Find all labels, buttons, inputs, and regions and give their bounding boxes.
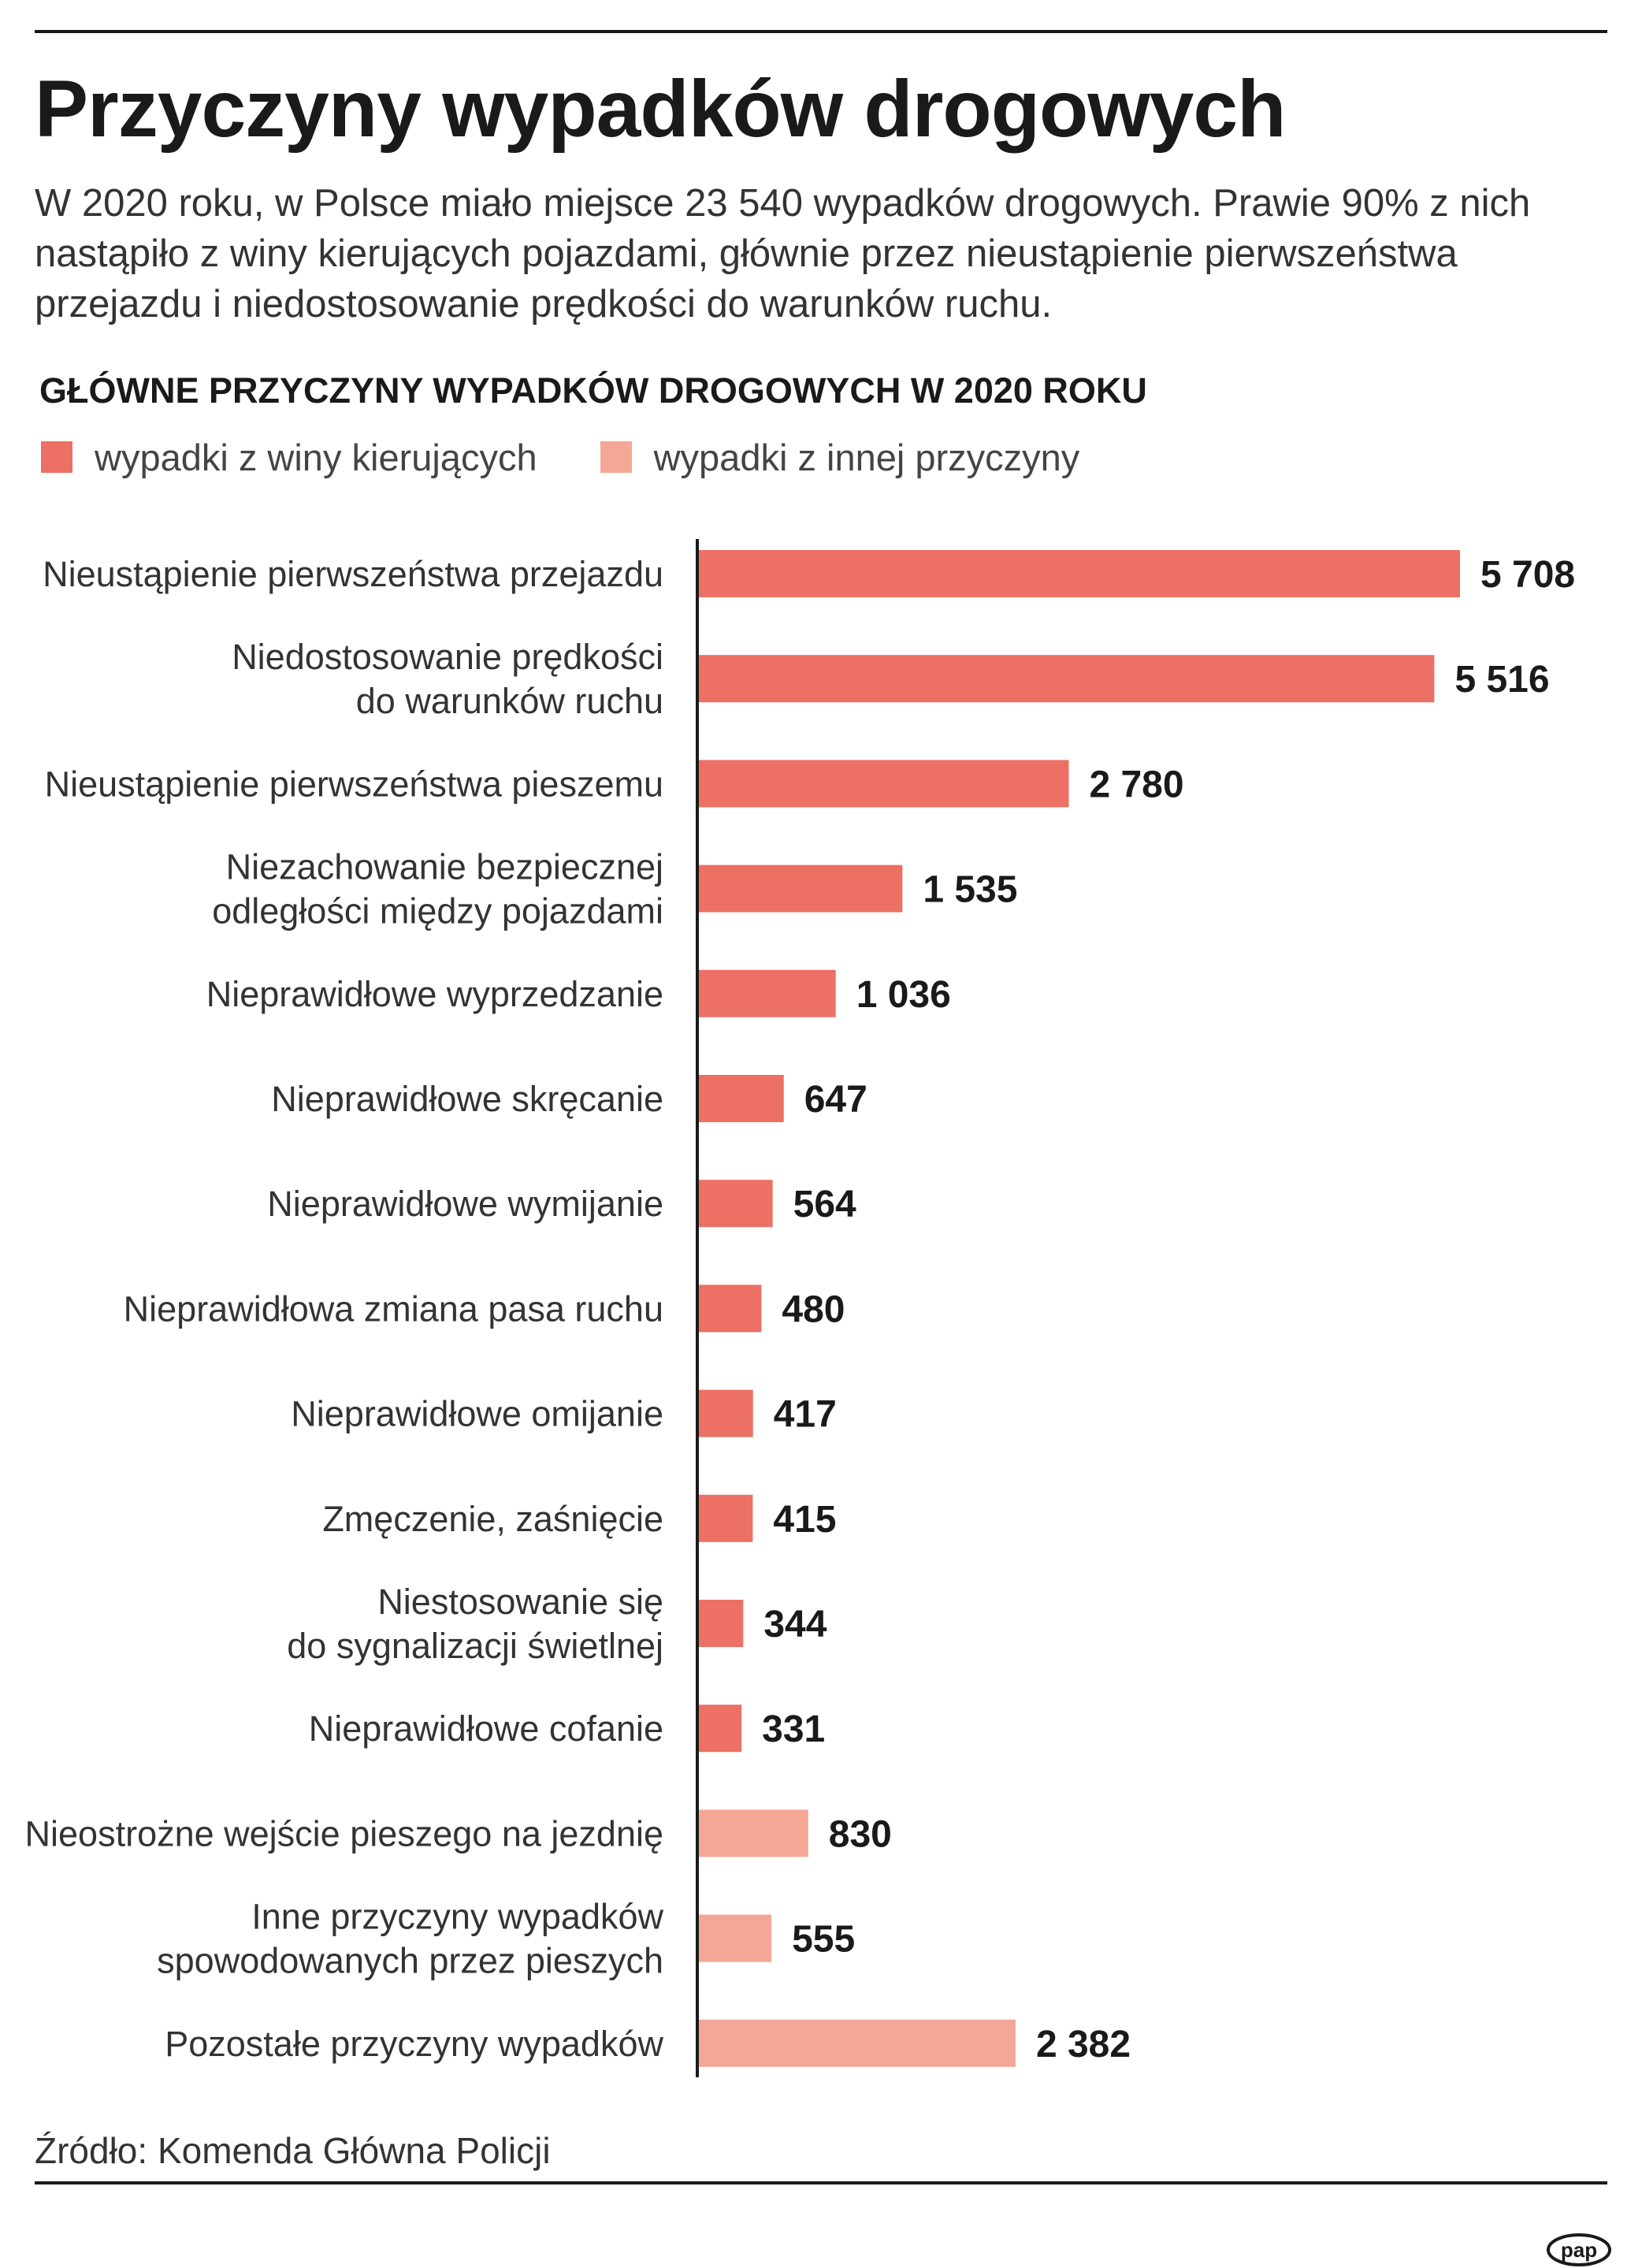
bar-value-label: 2 382 [1036,2024,1131,2065]
category-label: Niedostosowanie prędkości do warunków ruc… [232,637,663,721]
intro-text: W 2020 roku, w Polsce miało miejsce 23 5… [35,182,1531,325]
bar-value-label: 5 708 [1480,554,1575,596]
category-label: Inne przyczyny wypadków spowodowanych prz… [157,1897,663,1981]
page-title: Przyczyny wypadków drogowych [35,64,1286,154]
category-label-line: Niezachowanie bezpiecznej [226,847,663,887]
category-label-line: Nieprawidłowa zmiana pasa ruchu [124,1288,663,1329]
category-label-line: do warunków ruchu [356,681,663,721]
category-label-line: Nieprawidłowe skręcanie [271,1079,663,1119]
legend-swatch-other [600,441,632,473]
category-label: Nieprawidłowe omijanie [291,1394,663,1434]
category-label-line: Nieprawidłowe cofanie [309,1708,663,1749]
bar [697,969,836,1017]
bar [697,1914,772,1962]
category-label-line: Pozostałe przyczyny wypadków [165,2024,663,2064]
pap-logo: pap [1547,2233,1611,2266]
category-label: Nieprawidłowa zmiana pasa ruchu [124,1288,663,1329]
category-label: Niezachowanie bezpiecznej odległości międ… [212,847,663,931]
bar-value-label: 344 [763,1604,827,1645]
chart-title: GŁÓWNE PRZYCZYNY WYPADKÓW DROGOWYCH W 20… [39,370,1147,411]
bar-value-label: 415 [773,1499,836,1541]
bar [697,1600,744,1647]
category-label: Nieprawidłowe wymijanie [267,1184,663,1224]
bar [697,1494,753,1542]
category-label: Nieprawidłowe wyprzedzanie [206,974,663,1014]
category-label-line: Nieprawidłowe wyprzedzanie [206,974,663,1014]
category-label-line: Nieprawidłowe omijanie [291,1394,663,1434]
category-label: Nieostrożne wejście pieszego na jezdnię [25,1813,663,1853]
chart-legend: wypadki z winy kierujących wypadki z inn… [41,432,1142,482]
bar [697,1389,753,1437]
legend-swatch-drivers [41,441,72,473]
bottom-rule [35,2181,1607,2184]
category-label-line: Niedostosowanie prędkości [232,637,663,677]
legend-label-drivers: wypadki z winy kierujących [95,436,537,478]
top-rule [35,30,1607,33]
bar [697,1180,773,1228]
category-label: Zmęczenie, zaśnięcie [322,1499,663,1539]
category-label: Nieustąpienie pierwszeństwa pieszemu [45,764,663,804]
category-label-line: Zmęczenie, zaśnięcie [322,1499,663,1539]
category-label-line: Niestosowanie się [377,1582,663,1622]
bar-value-label: 830 [829,1813,892,1855]
bar [697,864,903,913]
bar-value-label: 5 516 [1454,659,1549,701]
bar [697,655,1435,703]
bar [697,1075,784,1122]
bar-value-label: 647 [804,1079,867,1121]
bar [697,760,1069,808]
bar-value-label: 1 036 [856,974,951,1016]
category-label-line: Nieustąpienie pierwszeństwa pieszemu [45,764,663,804]
logo-text: pap [1561,2238,1597,2262]
category-label-line: spowodowanych przez pieszych [157,1941,663,1981]
legend-item-drivers: wypadki z winy kierujących [41,436,537,479]
bar-value-label: 564 [793,1184,856,1225]
legend-label-other: wypadki z innej przyczyny [653,436,1080,478]
bar-value-label: 1 535 [923,869,1017,911]
category-label-line: Nieustąpienie pierwszeństwa przejazdu [43,554,663,594]
source-note: Źródło: Komenda Główna Policji [35,2130,551,2171]
bar-value-label: 331 [762,1708,825,1750]
legend-item-other: wypadki z innej przyczyny [600,436,1080,479]
category-label-line: Nieostrożne wejście pieszego na jezdnię [25,1813,663,1853]
bar [697,1809,808,1857]
category-label-line: odległości między pojazdami [212,891,663,931]
bar-value-label: 555 [792,1919,855,1961]
category-label: Nieustąpienie pierwszeństwa przejazdu [43,554,663,594]
bar [697,1285,762,1333]
category-label: Nieprawidłowe skręcanie [271,1079,663,1119]
bar [697,2019,1016,2067]
bar-value-label: 2 780 [1089,764,1183,805]
category-label-line: do sygnalizacji świetlnej [287,1626,663,1666]
category-label: Pozostałe przyczyny wypadków [165,2024,663,2064]
category-label-line: Inne przyczyny wypadków [251,1897,663,1937]
bar-value-label: 480 [782,1288,845,1330]
bar-chart: 5 708 Nieustąpienie pierwszeństwa przejaz… [25,539,1575,2077]
bar-value-label: 417 [774,1394,837,1436]
bar [697,550,1460,597]
category-label: Nieprawidłowe cofanie [309,1708,663,1749]
category-label: Niestosowanie się do sygnalizacji świetln… [287,1582,663,1666]
category-label-line: Nieprawidłowe wymijanie [267,1184,663,1224]
bar [697,1705,742,1753]
